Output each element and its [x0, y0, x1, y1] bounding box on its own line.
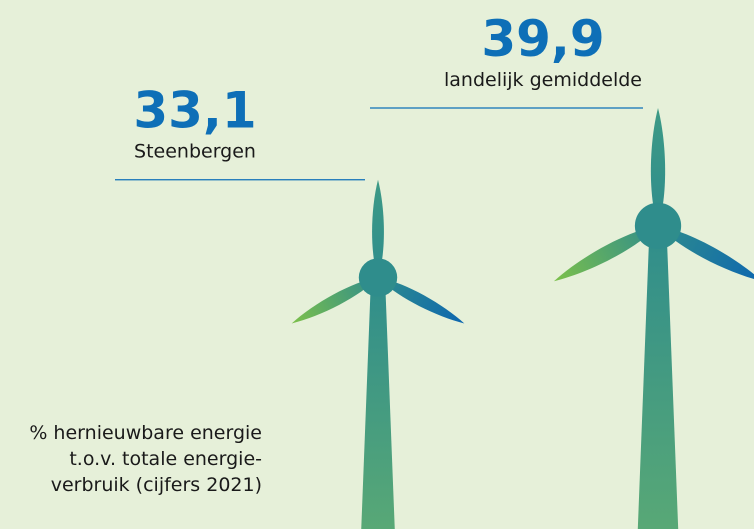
tower [638, 226, 678, 529]
tower [361, 278, 395, 529]
category-label: Steenbergen [134, 141, 256, 163]
page: Steenbergen33,1landelijk gemiddelde39,9 … [0, 0, 754, 529]
value-label: 33,1 [133, 82, 256, 140]
note: % hernieuwbare energie t.o.v. totale ene… [0, 420, 262, 498]
value-label: 39,9 [481, 10, 604, 68]
category-label: landelijk gemiddelde [444, 69, 642, 91]
hub [359, 258, 397, 296]
hub [635, 203, 681, 249]
